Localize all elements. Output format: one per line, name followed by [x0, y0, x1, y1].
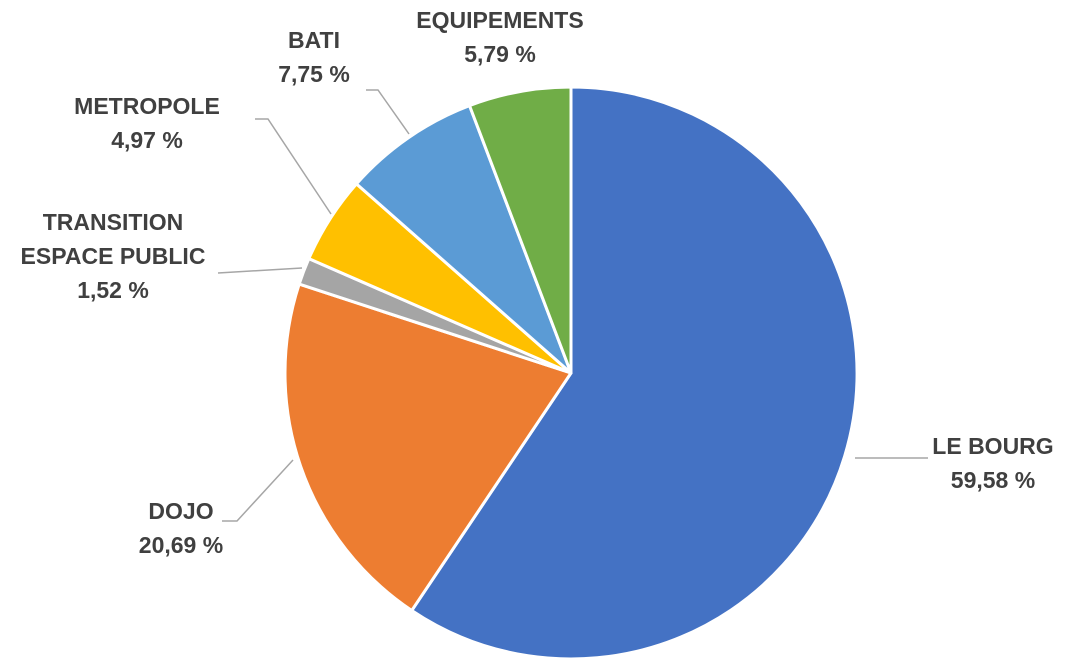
- data-label-category-bati: BATI: [288, 27, 340, 53]
- data-label-value-metropole: 4,97 %: [111, 127, 183, 153]
- data-label-value-bati: 7,75 %: [278, 61, 350, 87]
- data-label-category-equipements: EQUIPEMENTS: [416, 7, 583, 33]
- leader-line-transition-espace-public: [217, 267, 303, 274]
- data-label-category-metropole: METROPOLE: [74, 93, 220, 119]
- data-label-value-equipements: 5,79 %: [464, 41, 536, 67]
- leader-lines: [217, 89, 928, 522]
- data-label-category-transition-espace-public: TRANSITION: [43, 209, 184, 235]
- pie-slices: [283, 85, 859, 661]
- pie-slice-dojo: [283, 282, 573, 613]
- data-label-category-transition-espace-public: ESPACE PUBLIC: [21, 243, 206, 269]
- data-label-value-transition-espace-public: 1,52 %: [77, 277, 149, 303]
- leader-line-bati: [366, 89, 410, 135]
- data-labels: LE BOURG 59,58 % DOJO 20,69 % TRANSITION ESPA…: [21, 7, 1054, 558]
- data-label-value-le-bourg: 59,58 %: [951, 467, 1035, 493]
- data-label-category-le-bourg: LE BOURG: [932, 433, 1053, 459]
- leader-line-dojo: [222, 459, 294, 522]
- data-label-category-dojo: DOJO: [148, 498, 213, 524]
- pie-slice-equipements: [468, 85, 573, 375]
- pie-slice-bati: [354, 104, 573, 375]
- data-label-value-dojo: 20,69 %: [139, 532, 223, 558]
- leader-line-metropole: [255, 118, 332, 215]
